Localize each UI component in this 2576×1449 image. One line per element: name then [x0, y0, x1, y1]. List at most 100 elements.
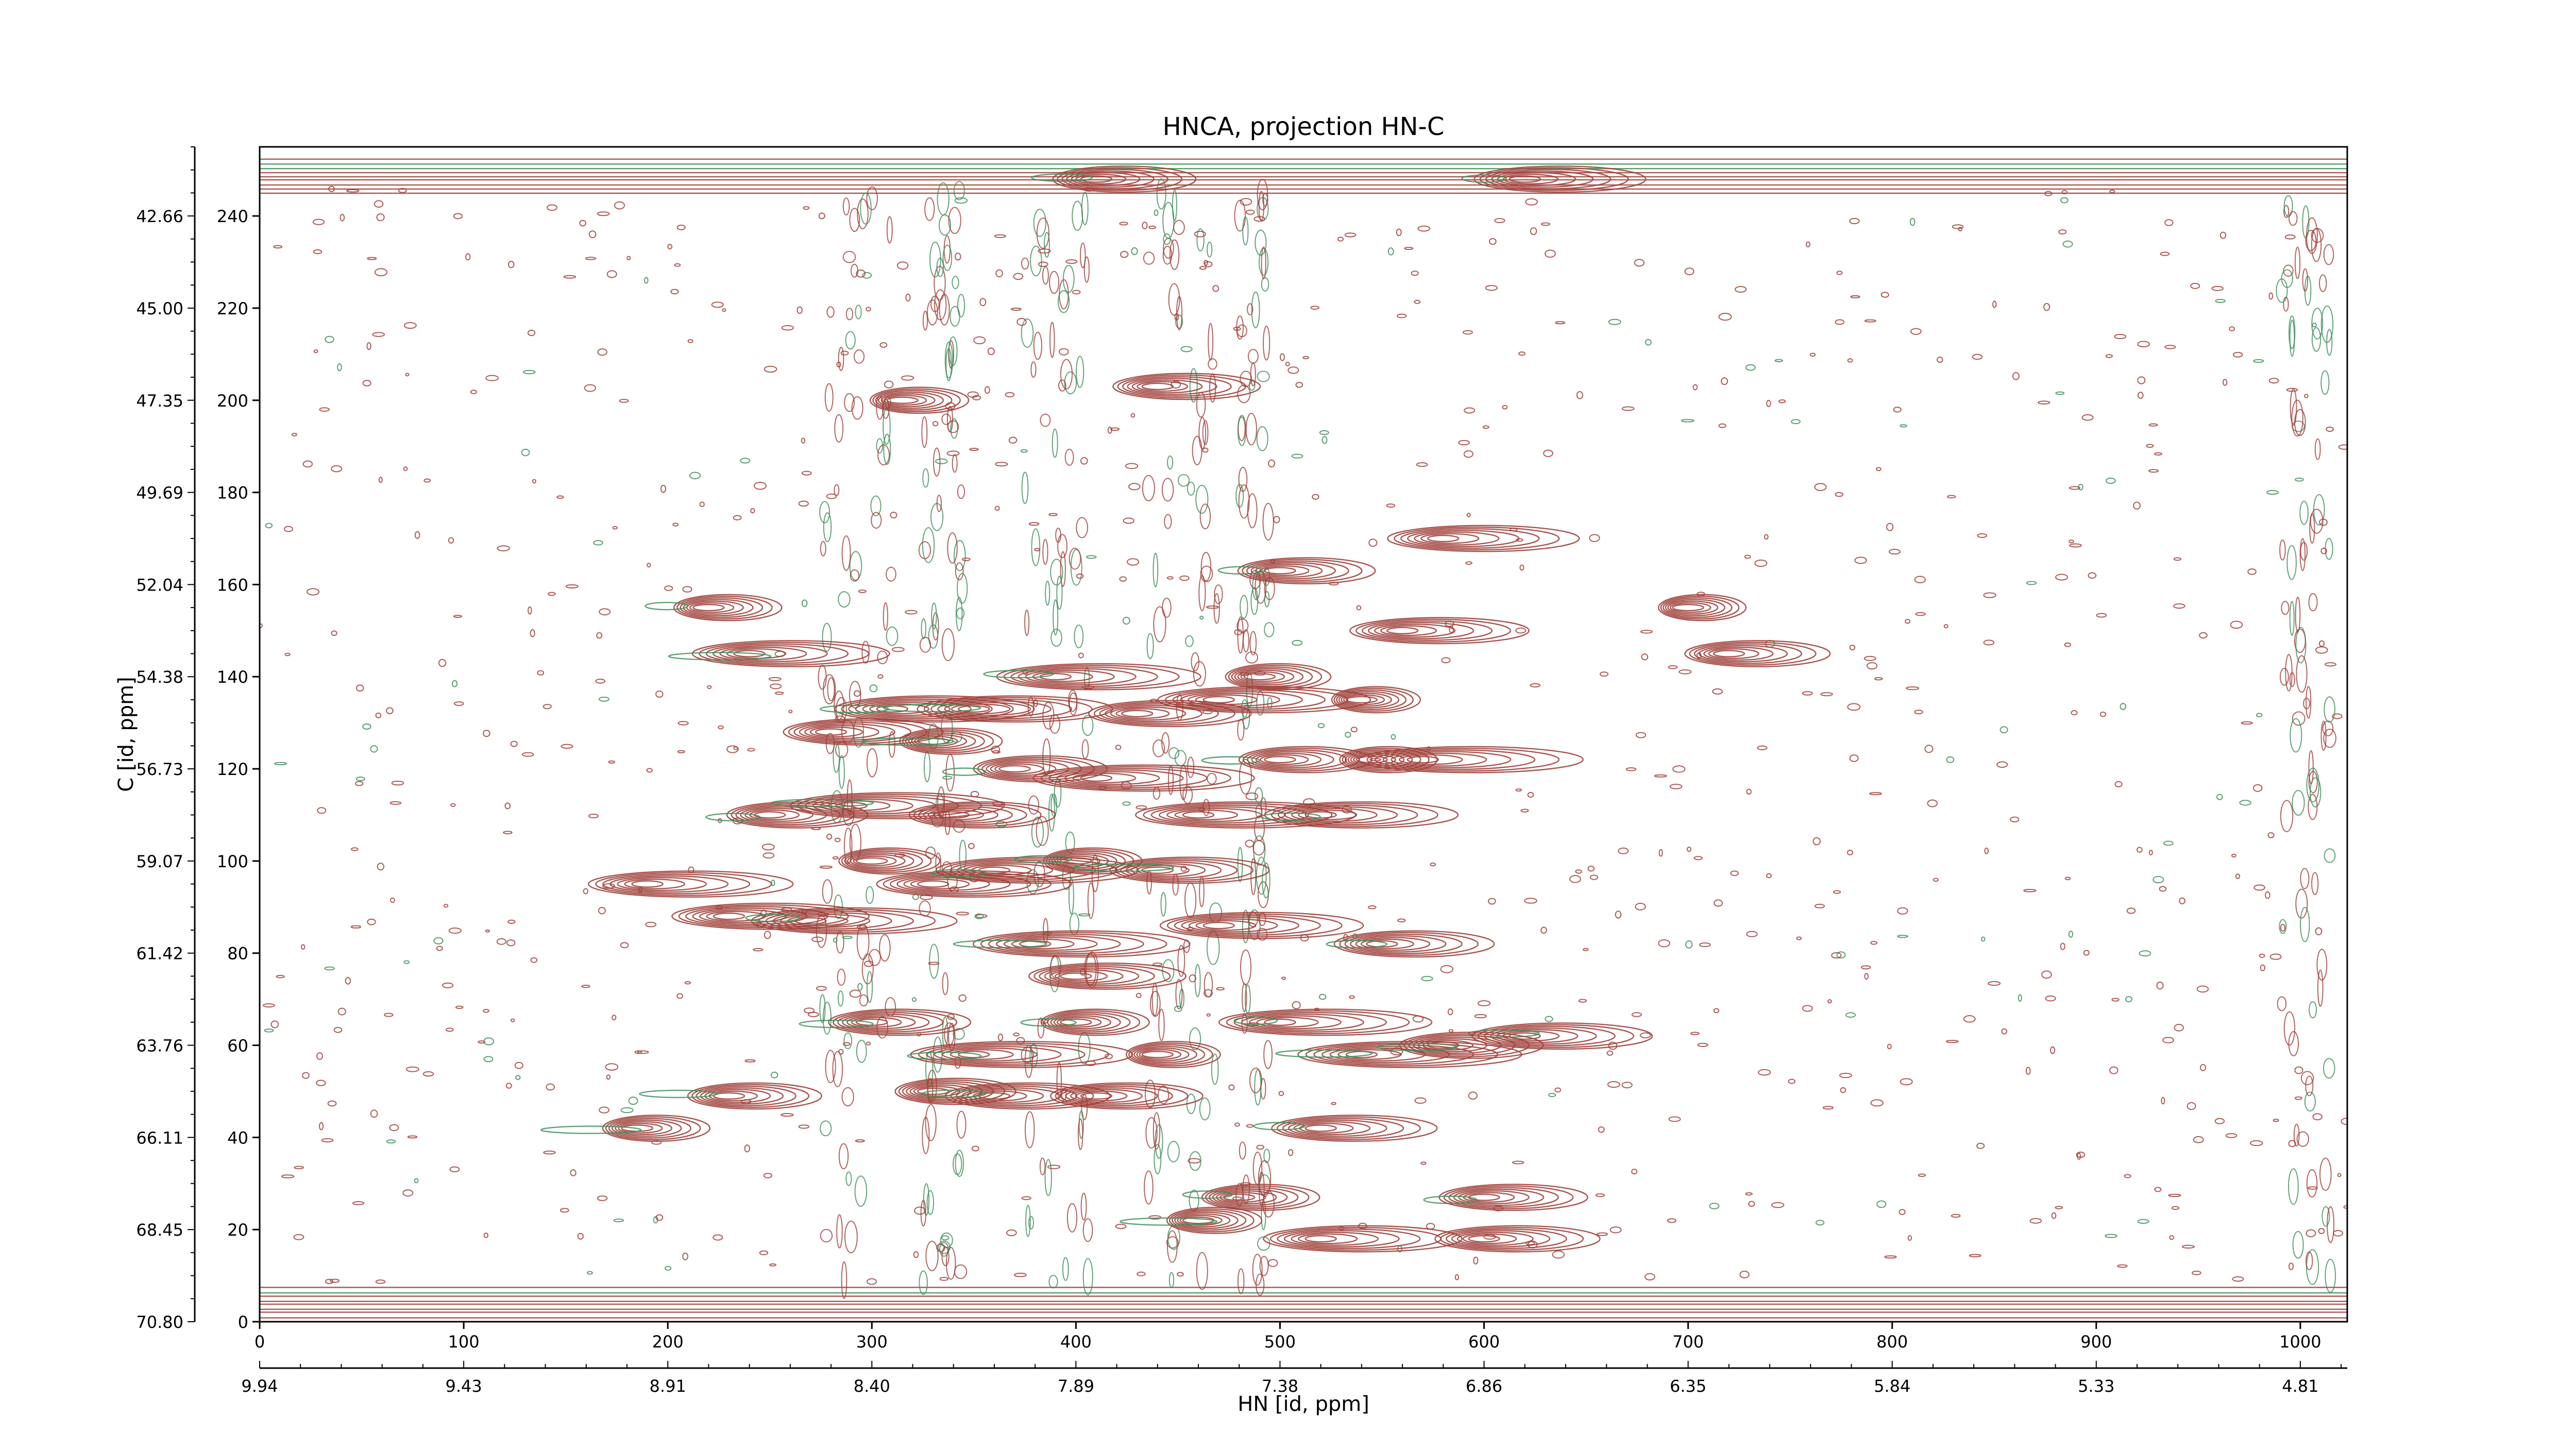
noise-contour — [667, 244, 673, 249]
peak-contour — [1660, 595, 1740, 620]
peak-contour — [872, 388, 961, 412]
noise-contour — [769, 1263, 777, 1267]
noise-contour — [2023, 889, 2037, 892]
noise-contour — [2083, 950, 2090, 956]
noise-contour — [2055, 1206, 2063, 1209]
noise-contour — [750, 508, 755, 514]
noise-contour — [2216, 794, 2223, 800]
peak-contour — [838, 847, 941, 875]
streak-contour — [2323, 729, 2336, 748]
peak-contour — [1420, 533, 1480, 544]
streak-contour — [2300, 868, 2310, 889]
noise-contour — [1815, 1220, 1825, 1226]
noise-contour — [370, 745, 378, 753]
noise-contour — [643, 277, 649, 284]
streak-contour — [844, 393, 855, 412]
peak-contour — [1065, 1087, 1158, 1105]
peak-contour — [1358, 746, 1584, 773]
noise-contour — [337, 1007, 346, 1016]
noise-contour — [2256, 713, 2263, 718]
streak-contour — [955, 1150, 964, 1177]
y-ppm-tick-label: 63.76 — [136, 1036, 183, 1056]
x-tick-label: 700 — [1672, 1332, 1704, 1352]
noise-contour — [2154, 1187, 2162, 1192]
streak-contour — [937, 182, 950, 216]
streak-contour — [928, 624, 939, 649]
peak-contour — [705, 643, 849, 664]
peak-contour — [1172, 689, 1326, 710]
streak-contour — [838, 346, 844, 372]
peak-contour — [1304, 1235, 1337, 1243]
peak — [1253, 1115, 1438, 1142]
noise-contour — [2168, 1193, 2181, 1198]
peak-contour — [671, 902, 870, 930]
noise-contour — [1893, 407, 1902, 413]
noise-contour — [901, 375, 914, 381]
streak-contour — [1204, 972, 1213, 998]
streak-contour — [1247, 493, 1258, 529]
noise-contour — [389, 801, 402, 805]
peak-contour — [1277, 1116, 1421, 1140]
streak-contour — [1021, 318, 1034, 348]
noise-contour — [670, 289, 679, 295]
streak-contour — [1189, 1027, 1201, 1051]
noise-contour — [1918, 1173, 1926, 1177]
peak-contour — [1491, 170, 1594, 188]
noise-contour — [1771, 1202, 1785, 1208]
peak-contour — [812, 797, 937, 815]
noise-contour — [581, 984, 590, 988]
noise-contour — [1128, 483, 1141, 491]
noise-contour — [1131, 247, 1138, 256]
peak-contour — [1055, 1084, 1189, 1108]
y-ppm-tick-label: 47.35 — [136, 391, 183, 411]
x-tick-label: 500 — [1264, 1332, 1296, 1352]
peak-contour — [1174, 1211, 1239, 1229]
noise-contour — [2229, 326, 2235, 332]
noise-contour — [2069, 540, 2074, 544]
noise-contour — [1900, 1078, 1913, 1086]
noise-contour — [1589, 534, 1600, 542]
streak-contour — [1256, 426, 1268, 451]
negative-contour — [1423, 1195, 1478, 1204]
noise-contour — [2304, 394, 2309, 398]
noise-contour — [2319, 518, 2328, 526]
streak-contour — [1236, 618, 1249, 633]
peak-contour — [844, 850, 923, 871]
y-tick-label: 100 — [217, 852, 248, 871]
noise-contour — [1142, 222, 1148, 229]
streak-contour — [2313, 494, 2325, 526]
noise-contour — [1943, 624, 1948, 629]
peak-contour — [1264, 567, 1296, 575]
noise-contour — [2268, 378, 2279, 384]
negative-contour — [1261, 812, 1321, 821]
noise-contour — [1188, 1158, 1201, 1164]
noise-contour — [436, 946, 443, 951]
peak — [1377, 1032, 1544, 1059]
noise-contour — [521, 448, 530, 457]
noise-contour — [1477, 1000, 1491, 1006]
noise-contour — [1634, 259, 1645, 267]
peak-contour — [1703, 646, 1774, 661]
noise-contour — [1317, 723, 1325, 729]
peak-contour — [1256, 1017, 1319, 1028]
peak-contour — [1246, 560, 1349, 581]
noise-contour — [1426, 1223, 1435, 1230]
streak-contour — [1030, 361, 1037, 378]
peak-contour — [1044, 967, 1140, 985]
noise-contour — [689, 471, 701, 480]
noise-contour — [1516, 538, 1523, 542]
x-ppm-tick-label: 4.81 — [2282, 1376, 2318, 1396]
peak-contour — [1269, 1226, 1442, 1251]
negative-contour — [921, 1089, 987, 1098]
peak-contour — [1130, 863, 1206, 878]
peak — [1031, 165, 1197, 193]
noise-contour — [1766, 399, 1771, 408]
streak-contour — [929, 241, 941, 278]
noise-contour — [763, 1173, 773, 1178]
peak — [1120, 1206, 1263, 1234]
peak-contour — [1003, 665, 1180, 689]
noise-contour — [1788, 1079, 1796, 1084]
streak-contour — [1177, 474, 1190, 487]
noise-contour — [384, 1013, 394, 1017]
peak-contour — [1473, 165, 1647, 193]
